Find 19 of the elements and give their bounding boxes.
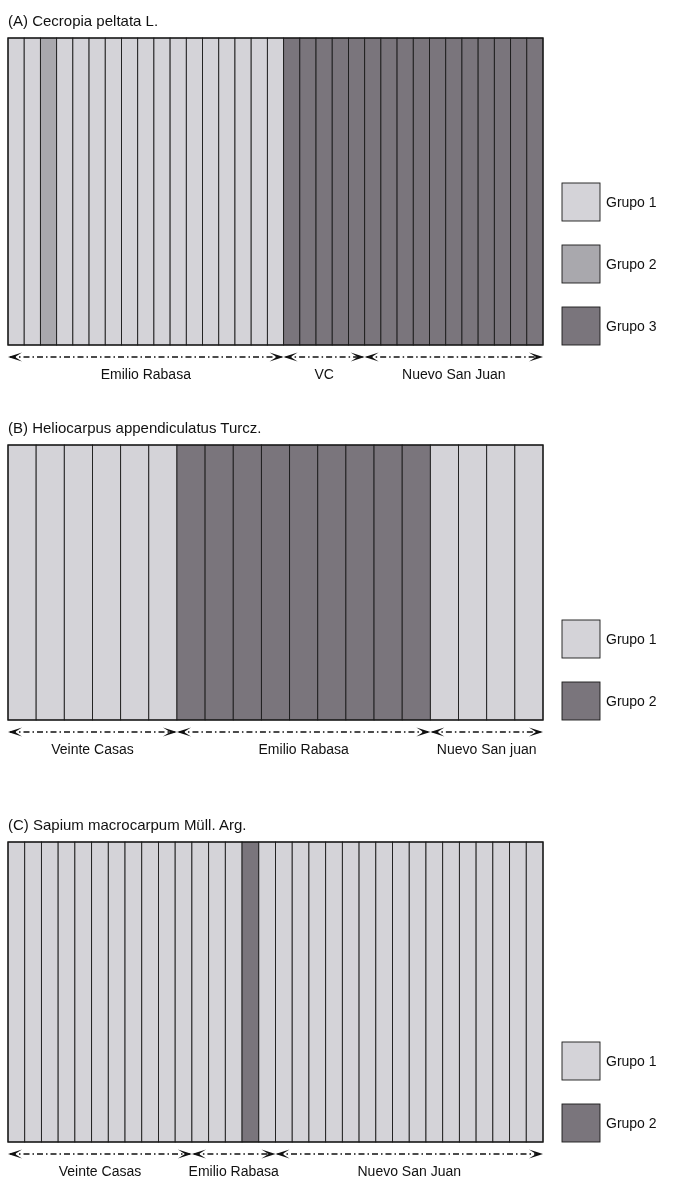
text: Grupo 3 (606, 318, 657, 334)
text: Grupo 1 (606, 1053, 657, 1069)
text: Nuevo San Juan (402, 366, 506, 382)
text: Nuevo San Juan (357, 1163, 462, 1179)
text: Emilio Rabasa (188, 1163, 280, 1179)
text: VC (314, 366, 334, 382)
chart-title: (A) Cecropia peltata L. (8, 12, 159, 29)
chart-title: (B) Heliocarpus appendiculatus Turcz. (8, 419, 262, 436)
text: Grupo 1 (606, 631, 657, 647)
text: Nuevo San juan (436, 741, 537, 757)
text: Grupo 2 (606, 693, 657, 709)
text: Veinte Casas (51, 741, 134, 757)
text: Veinte Casas (58, 1163, 142, 1179)
text: Grupo 2 (606, 1115, 657, 1131)
chart-title: (C) Sapium macrocarpum Müll. Arg. (8, 816, 247, 833)
text: Emilio Rabasa (258, 741, 349, 757)
text: Grupo 1 (606, 194, 657, 210)
text: Emilio Rabasa (100, 366, 192, 382)
text: Grupo 2 (606, 256, 657, 272)
